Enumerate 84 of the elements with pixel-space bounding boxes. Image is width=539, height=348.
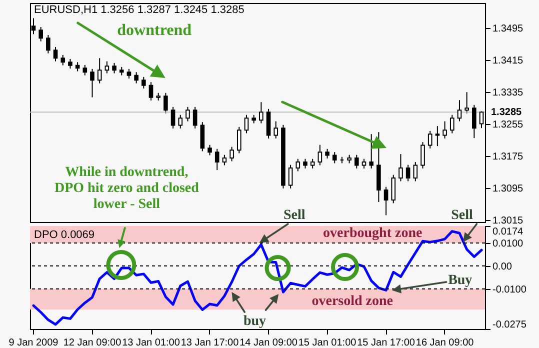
y-tick-label: 1.3415	[492, 56, 524, 67]
candlestick	[46, 34, 50, 54]
candlestick	[259, 102, 264, 124]
candlestick	[457, 100, 462, 122]
candlestick	[142, 76, 146, 90]
y-tick-label: 0.0100	[492, 238, 524, 250]
candlestick	[369, 134, 374, 169]
annotation: Sell	[283, 208, 306, 224]
annotation: While in downtrend, DPO hit zero and closed lower - Sell	[54, 165, 200, 213]
candlestick	[318, 144, 322, 166]
annotation: downtrend	[117, 22, 192, 40]
candlestick	[244, 114, 249, 134]
candlestick	[82, 64, 88, 76]
candlestick	[398, 154, 403, 182]
candlestick	[362, 158, 366, 169]
candlestick	[266, 108, 271, 139]
y-tick-label: 1.3095	[492, 184, 524, 195]
candlestick	[384, 186, 388, 216]
candlestick	[126, 68, 132, 80]
candlestick	[288, 164, 293, 189]
annotation: Sell	[451, 208, 473, 224]
band-label: oversold zone	[312, 294, 393, 310]
candlestick	[450, 114, 454, 134]
candlestick	[68, 58, 72, 70]
candlestick	[428, 130, 432, 149]
x-tick-label: 15 Jan 01:00	[298, 338, 357, 348]
candlestick	[208, 144, 212, 156]
candlestick	[442, 120, 447, 139]
y-tick-label: -0.0100	[492, 284, 527, 296]
candlestick	[332, 152, 337, 164]
x-tick-label: 13 Jan 01:00	[122, 338, 180, 348]
candlestick	[134, 72, 138, 84]
candlestick	[170, 106, 176, 129]
x-tick-label: 16 Jan 09:00	[416, 338, 474, 348]
candlestick	[178, 114, 183, 129]
candlestick	[464, 92, 469, 114]
candlestick	[214, 148, 220, 171]
y-tick-label: 0.0174	[492, 226, 524, 238]
candlestick	[97, 58, 102, 84]
candlestick	[112, 62, 116, 74]
annotation: Buy	[448, 273, 472, 289]
candlestick	[472, 104, 476, 139]
y-tick-label: -0.0275	[492, 320, 527, 330]
candlestick	[230, 146, 234, 162]
chart-title: EURUSD,H1 1.3256 1.3287 1.3245 1.3285	[34, 4, 244, 16]
x-tick-label: 12 Jan 09:00	[63, 338, 122, 348]
x-tick-label: 15 Jan 17:00	[357, 338, 416, 348]
ref-line-label: 1.3285	[491, 107, 522, 118]
y-tick-label: 1.3495	[492, 24, 524, 35]
candlestick	[236, 126, 242, 154]
candlestick	[391, 174, 396, 204]
candlestick	[303, 158, 308, 169]
x-tick-label: 9 Jan 2009	[8, 338, 59, 348]
y-tick-label: 1.3255	[492, 120, 524, 131]
x-tick-label: 14 Jan 09:00	[240, 338, 298, 348]
candlestick	[90, 68, 94, 98]
band-label: overbought zone	[323, 226, 422, 242]
chart-title: DPO 0.0069	[34, 229, 95, 241]
candlestick	[200, 122, 205, 152]
candlestick	[38, 26, 43, 42]
candlestick	[406, 164, 410, 182]
candlestick	[325, 148, 330, 159]
candlestick	[420, 142, 425, 169]
x-tick-label: 13 Jan 17:00	[180, 338, 240, 348]
annotation: buy	[243, 314, 266, 330]
candlestick	[435, 126, 440, 147]
y-tick-label: 1.3335	[492, 88, 524, 99]
candlestick	[413, 162, 418, 182]
candlestick	[75, 62, 80, 72]
y-tick-label: 1.3015	[492, 216, 524, 226]
candlestick	[192, 106, 198, 129]
candlestick	[148, 82, 154, 102]
candlestick	[53, 46, 58, 62]
candlestick	[274, 120, 278, 139]
candlestick	[354, 154, 359, 169]
candlestick	[186, 106, 190, 122]
y-tick-label: 1.3175	[492, 152, 524, 163]
y-tick-label: 0.00	[492, 261, 512, 272]
candlestick	[296, 158, 300, 172]
candlestick	[222, 154, 227, 166]
candlestick	[104, 60, 110, 74]
candlestick	[60, 54, 66, 66]
candlestick	[310, 158, 315, 169]
candlestick	[164, 92, 168, 114]
